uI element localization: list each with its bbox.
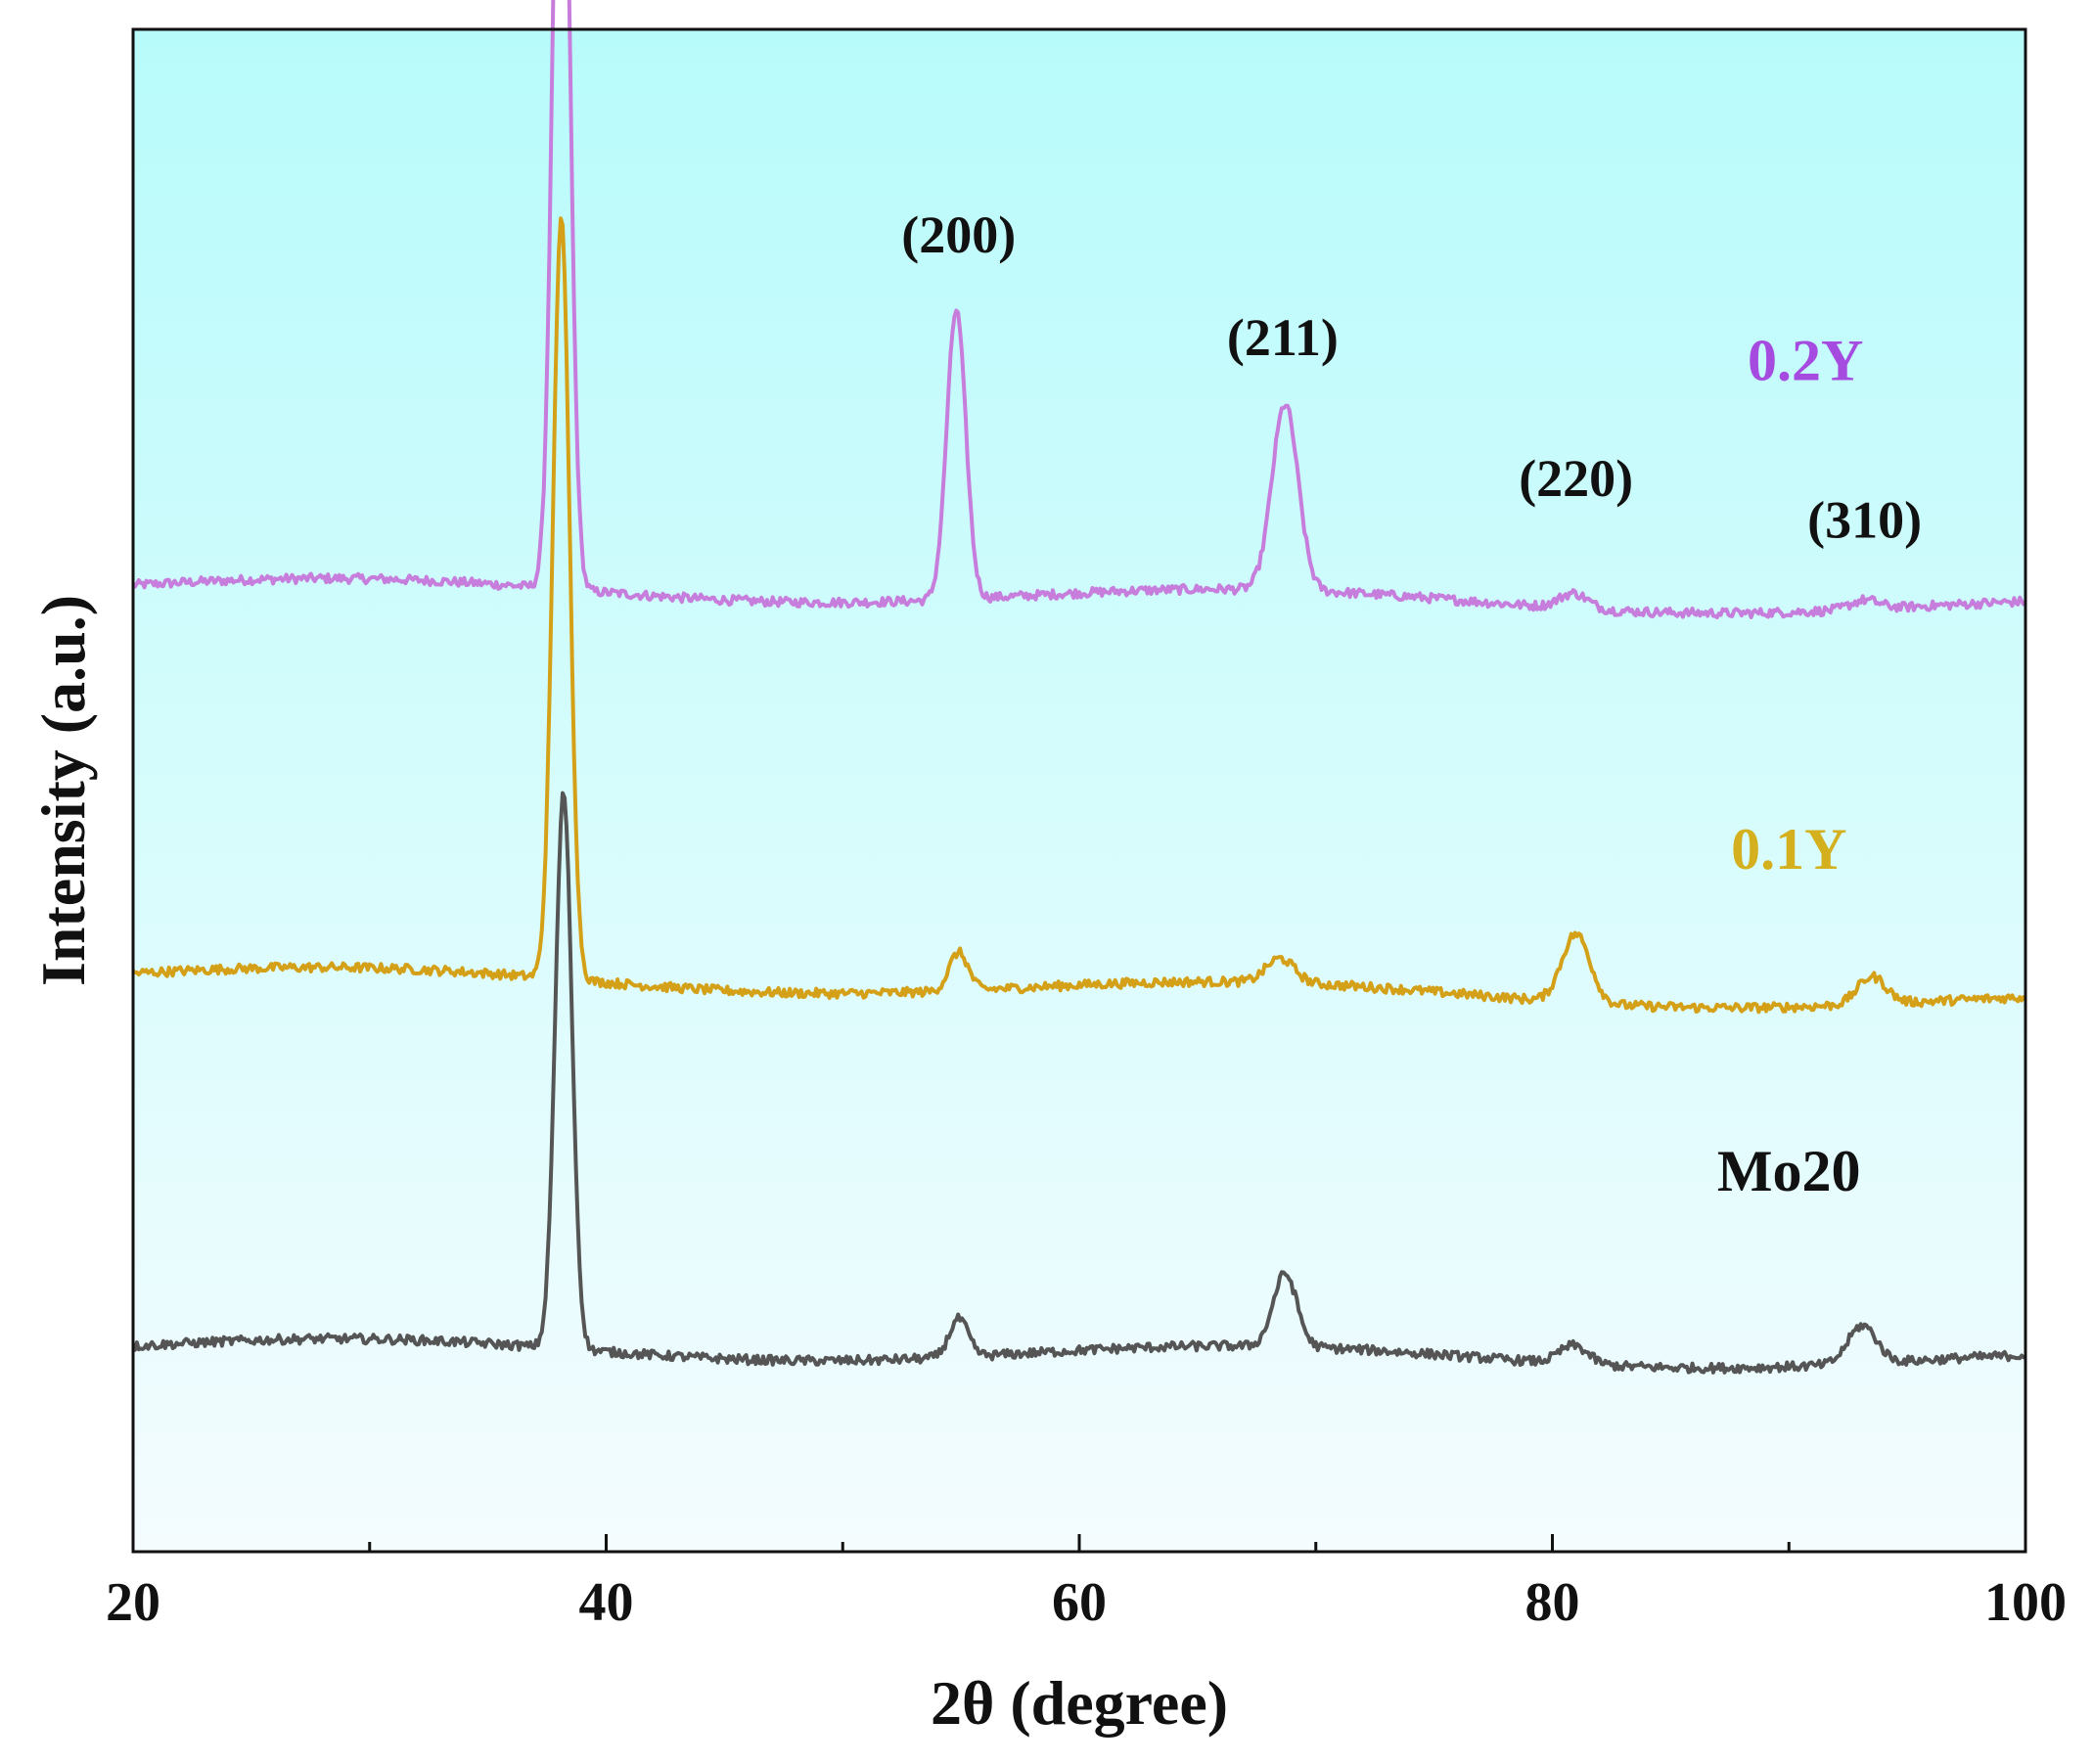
series-layer [131, 0, 2027, 1375]
series-line-0-1y [131, 216, 2027, 1015]
series-label-0-2y: 0.2Y [1748, 328, 1863, 392]
series-label-mo20: Mo20 [1717, 1139, 1861, 1203]
x-axis-label: 2θ (degree) [931, 1668, 1228, 1738]
plot-area-background [133, 29, 2025, 1552]
x-tick-label: 60 [1052, 1572, 1107, 1633]
x-tick-label: 20 [106, 1572, 160, 1633]
tick-layer: 20 40 60 80 100 [106, 1534, 2067, 1633]
series-line-mo20 [131, 791, 2026, 1375]
y-axis-label: Intensity (a.u.) [28, 595, 98, 986]
x-tick-label: 80 [1525, 1572, 1580, 1633]
peak-label-310: (310) [1807, 490, 1922, 549]
peak-label-211: (211) [1227, 308, 1339, 367]
peak-label-220: (220) [1519, 449, 1633, 508]
x-tick-label: 100 [1984, 1572, 2067, 1633]
peak-label-200: (200) [901, 205, 1016, 264]
x-tick-label: 40 [579, 1572, 634, 1633]
series-label-0-1y: 0.1Y [1731, 817, 1846, 882]
series-line-0-2y [131, 0, 2027, 619]
